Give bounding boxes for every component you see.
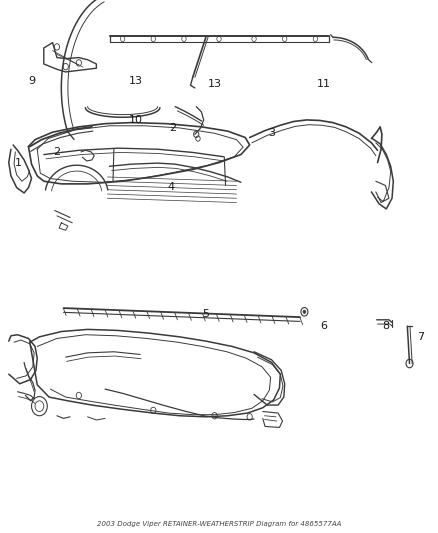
Circle shape [303, 310, 306, 313]
Text: 7: 7 [417, 332, 424, 342]
Text: 11: 11 [317, 79, 331, 89]
Text: 8: 8 [382, 321, 389, 331]
Text: 2: 2 [170, 123, 177, 133]
Text: 1: 1 [15, 158, 22, 167]
Text: 10: 10 [129, 115, 143, 125]
Text: 13: 13 [208, 79, 222, 89]
Text: 2003 Dodge Viper RETAINER-WEATHERSTRIP Diagram for 4865577AA: 2003 Dodge Viper RETAINER-WEATHERSTRIP D… [97, 521, 341, 527]
Text: 6: 6 [321, 321, 328, 331]
Text: 9: 9 [28, 76, 35, 86]
Text: 4: 4 [167, 182, 174, 191]
Text: 2: 2 [53, 147, 60, 157]
Text: 13: 13 [129, 76, 143, 86]
Text: 5: 5 [202, 310, 209, 319]
Text: 3: 3 [268, 128, 275, 138]
